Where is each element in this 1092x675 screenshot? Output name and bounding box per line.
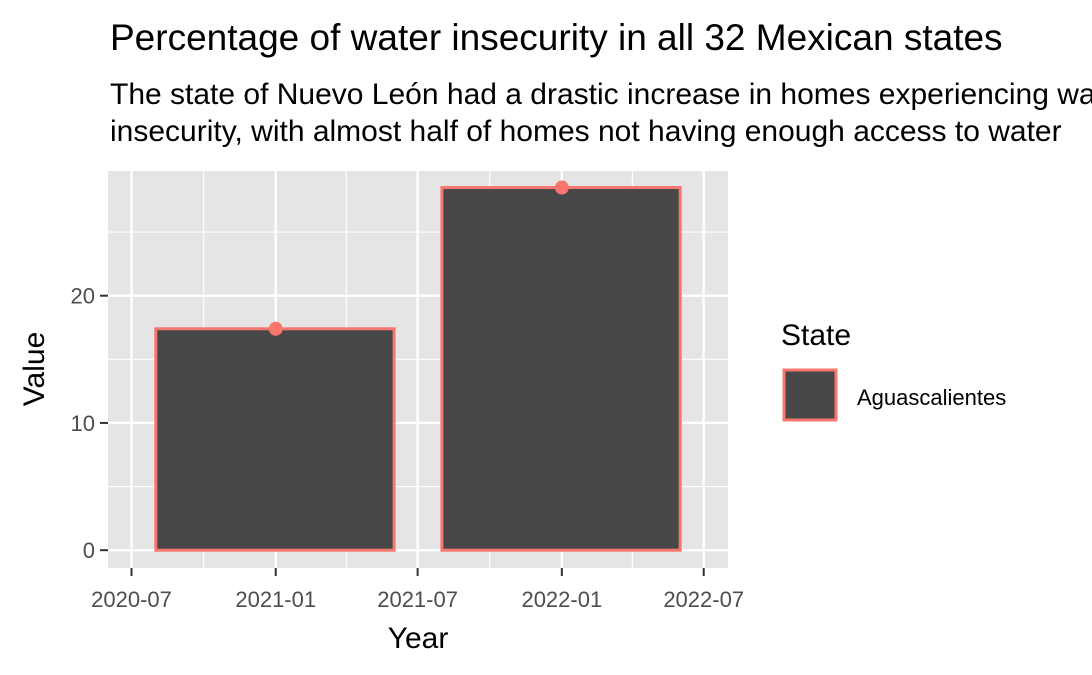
chart-subtitle-line-1: The state of Nuevo León had a drastic in… [110, 78, 1092, 111]
legend-key [782, 368, 838, 422]
y-axis: 0 10 20 [71, 284, 108, 563]
points [268, 180, 569, 336]
bars [154, 186, 682, 552]
x-tick-label: 2021-07 [377, 587, 458, 612]
bar [154, 327, 396, 552]
legend-label: Aguascalientes [857, 385, 1006, 410]
data-point [268, 321, 283, 336]
x-tick-label: 2021-01 [235, 587, 316, 612]
x-tick-label: 2022-01 [521, 587, 602, 612]
y-tick-label: 10 [71, 411, 95, 436]
y-tick-label: 0 [83, 538, 95, 563]
bar [440, 186, 682, 552]
chart-title: Percentage of water insecurity in all 32… [110, 17, 1003, 58]
x-tick-label: 2020-07 [91, 587, 172, 612]
x-axis: 2020-07 2021-01 2021-07 2022-01 2022-07 [91, 568, 744, 612]
legend-title: State [781, 319, 851, 352]
y-tick-label: 20 [71, 284, 95, 309]
data-point [554, 180, 569, 195]
x-axis-title: Year [388, 622, 449, 655]
chart-subtitle-line-2: insecurity, with almost half of homes no… [110, 115, 1062, 148]
legend: State Aguascalientes [781, 319, 1006, 422]
y-axis-title: Value [18, 332, 51, 407]
x-tick-label: 2022-07 [663, 587, 744, 612]
